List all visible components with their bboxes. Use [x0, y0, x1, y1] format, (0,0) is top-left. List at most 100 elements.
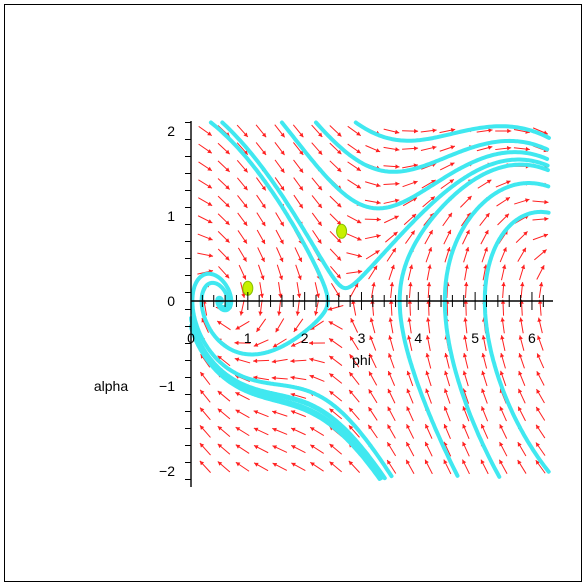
vector-arrow — [349, 353, 360, 368]
x-axis-label: phi — [352, 352, 371, 368]
vector-arrow — [479, 212, 490, 226]
vector-arrow — [310, 461, 324, 472]
vector-arrow — [198, 179, 213, 189]
vector-arrow — [536, 265, 545, 280]
vector-arrow — [199, 407, 211, 421]
vector-arrow — [295, 299, 300, 316]
vector-arrow — [271, 375, 288, 381]
vector-arrow — [443, 459, 452, 475]
vector-arrow — [367, 424, 378, 439]
vector-arrow — [402, 180, 418, 188]
vector-arrow — [329, 213, 342, 226]
vector-arrow — [348, 460, 361, 473]
y-tick-label: 0 — [167, 293, 175, 309]
vector-arrow — [256, 212, 266, 227]
vector-arrow — [495, 180, 511, 188]
vector-arrow — [424, 441, 433, 457]
vector-arrow — [330, 265, 342, 279]
vector-arrow — [328, 320, 343, 330]
vector-arrow — [329, 373, 343, 384]
x-tick-label: 5 — [471, 330, 479, 346]
vector-arrow — [217, 443, 231, 455]
vector-arrow — [290, 444, 306, 454]
vector-arrow — [257, 247, 265, 263]
vector-arrow — [481, 406, 489, 422]
vector-arrow — [276, 247, 284, 263]
vector-arrow — [238, 264, 247, 280]
vector-arrow — [387, 370, 396, 386]
vector-arrow — [347, 179, 362, 189]
vector-arrow — [364, 234, 381, 240]
vector-arrow — [236, 159, 249, 173]
x-tick-label: 1 — [244, 330, 252, 346]
vector-arrow — [271, 410, 288, 417]
vector-arrow — [442, 212, 453, 227]
vector-arrow — [426, 264, 432, 281]
vector-arrow — [532, 233, 549, 241]
vector-arrow — [311, 195, 323, 209]
vector-arrow — [497, 213, 510, 226]
vector-arrow — [368, 265, 378, 280]
vector-arrow — [464, 282, 469, 299]
vector-arrow — [499, 423, 508, 439]
vector-arrow — [311, 124, 323, 138]
vector-arrow — [295, 264, 302, 281]
vector-arrow — [308, 340, 325, 346]
vector-arrow — [383, 146, 400, 152]
vector-arrow — [274, 142, 285, 156]
vector-arrow — [217, 195, 230, 208]
vector-arrow — [217, 408, 231, 420]
vector-arrow — [532, 199, 549, 205]
vector-arrow — [500, 317, 505, 334]
vector-arrow — [197, 252, 214, 258]
vector-arrow — [444, 370, 451, 387]
trajectory — [220, 120, 550, 291]
vector-arrow — [198, 197, 213, 207]
vector-arrow — [439, 162, 455, 171]
vector-arrow — [501, 282, 506, 299]
vector-arrow — [402, 128, 419, 134]
vector-arrow — [234, 340, 251, 346]
vector-arrow — [517, 441, 527, 457]
trajectory — [189, 325, 382, 481]
vector-arrow — [425, 388, 432, 404]
vector-arrow — [495, 146, 512, 151]
vector-arrow — [199, 425, 211, 438]
vector-arrow — [235, 461, 250, 472]
vector-arrow — [444, 352, 450, 369]
vector-arrow — [253, 462, 269, 472]
vector-arrow — [537, 299, 543, 316]
vector-arrow — [499, 247, 507, 263]
vector-arrow — [348, 407, 360, 421]
vector-arrow — [500, 352, 506, 369]
vector-arrow — [293, 177, 304, 191]
vector-arrow — [309, 357, 325, 364]
vector-arrow — [217, 461, 231, 473]
vector-arrow — [383, 164, 400, 169]
vector-arrow — [275, 318, 285, 333]
vector-arrow — [217, 142, 231, 155]
vector-arrow — [443, 229, 452, 245]
vector-arrow — [256, 194, 267, 209]
vector-arrow — [256, 318, 267, 333]
vector-arrow — [217, 248, 230, 261]
vector-arrow — [278, 282, 283, 299]
vector-arrow — [365, 249, 380, 260]
vector-arrow — [216, 320, 231, 331]
vector-arrow — [309, 374, 325, 382]
vector-arrow — [290, 392, 307, 399]
vector-arrow — [425, 370, 432, 387]
vector-arrow — [329, 125, 342, 137]
vector-arrow — [463, 317, 468, 334]
vector-arrow — [365, 145, 381, 153]
vector-arrow — [444, 246, 451, 263]
vector-arrow — [313, 299, 320, 316]
vector-arrow — [426, 317, 431, 334]
vector-arrow — [274, 177, 285, 191]
vector-arrow — [272, 462, 288, 471]
vector-arrow — [350, 317, 359, 333]
vector-arrow — [500, 299, 506, 316]
vector-arrow — [476, 128, 493, 133]
vector-arrow — [534, 249, 547, 261]
vector-arrow — [197, 233, 213, 241]
